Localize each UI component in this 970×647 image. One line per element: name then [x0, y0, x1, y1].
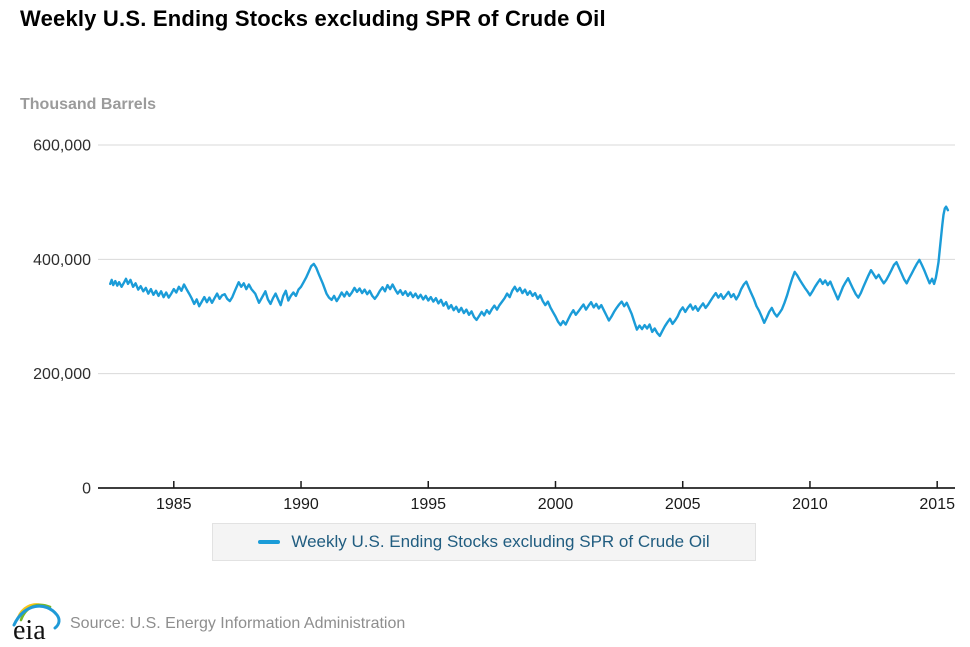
legend-line-swatch	[258, 540, 281, 544]
legend-series-label: Weekly U.S. Ending Stocks excluding SPR …	[291, 532, 710, 551]
x-axis-tick-label: 1985	[156, 496, 192, 513]
x-axis-tick-label: 1990	[283, 496, 319, 513]
x-axis-tick-label: 1995	[410, 496, 446, 513]
source-attribution: Source: U.S. Energy Information Administ…	[70, 615, 406, 632]
eia-logo-blue-arc	[12, 604, 61, 630]
chart-title: Weekly U.S. Ending Stocks excluding SPR …	[20, 6, 606, 31]
eia-logo: eia	[12, 603, 61, 644]
legend[interactable]: Weekly U.S. Ending Stocks excluding SPR …	[212, 523, 756, 561]
x-axis-tick-label: 2005	[665, 496, 701, 513]
y-axis-tick-label: 200,000	[33, 366, 91, 383]
y-axis-tick-label: 400,000	[33, 252, 91, 269]
y-axis-tick-label: 0	[82, 481, 91, 498]
eia-logo-text: eia	[13, 615, 46, 644]
x-axis-tick-label: 2010	[792, 496, 828, 513]
series-line-weekly-crude-stocks[interactable]	[109, 205, 950, 338]
x-axis-tick-label: 2000	[538, 496, 574, 513]
y-axis-tick-label: 600,000	[33, 138, 91, 155]
x-axis-tick-label: 2015	[919, 496, 955, 513]
y-axis-unit-label: Thousand Barrels	[20, 96, 157, 113]
